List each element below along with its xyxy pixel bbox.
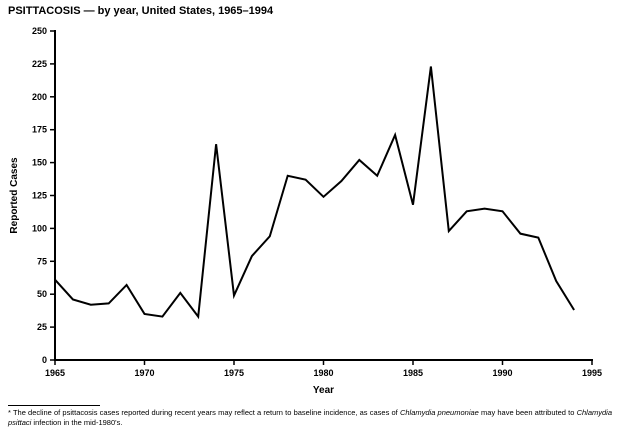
x-tick-label: 1975 [224,368,244,378]
y-tick-label: 100 [32,223,47,233]
x-axis-label: Year [313,385,334,396]
footnote-segment: may have been attributed to [478,408,577,417]
y-tick-label: 200 [32,92,47,102]
y-tick-label: 50 [37,289,47,299]
y-tick-label: 0 [42,355,47,365]
footnote: * The decline of psittacosis cases repor… [8,405,612,428]
footnote-species-name: Chlamydia pneumoniae [399,408,479,417]
x-tick-label: 1970 [134,368,154,378]
chart-title: PSITTACOSIS — by year, United States, 19… [8,5,274,17]
y-tick-label: 25 [37,322,47,332]
y-tick-label: 75 [37,256,47,266]
data-line [54,66,575,320]
footnote-rule [8,405,100,406]
y-tick-label: 175 [32,125,47,135]
footnote-segment: * The decline of psittacosis cases repor… [8,408,400,417]
x-tick-label: 1985 [403,368,423,378]
footnote-species-name: Chlamydia psittaci [8,408,612,427]
y-tick-label: 125 [32,191,47,201]
x-tick-label: 1995 [582,368,602,378]
y-tick-label: 225 [32,59,47,69]
x-tick-label: 1980 [313,368,333,378]
x-tick-label: 1990 [492,368,512,378]
y-tick-label: 250 [32,26,47,36]
y-tick-label: 150 [32,158,47,168]
footnote-text: * The decline of psittacosis cases repor… [8,408,612,427]
y-axis-label: Reported Cases [9,157,20,234]
footnote-segment: infection in the mid-1980's. [31,417,123,427]
x-tick-label: 1965 [45,368,65,378]
